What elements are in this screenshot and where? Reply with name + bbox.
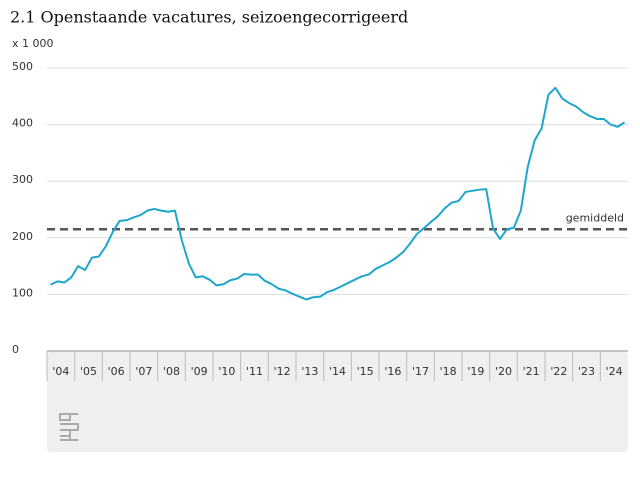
x-tick-label: '05 [80,365,97,378]
x-tick-label: '04 [52,365,69,378]
series-line [50,86,626,301]
average-label: gemiddeld [566,211,624,224]
x-tick-label: '09 [191,365,208,378]
unit-label: x 1 000 [12,37,54,50]
x-tick-label: '15 [357,365,374,378]
x-tick-label: '18 [440,365,457,378]
x-tick-label: '21 [523,365,540,378]
x-tick-label: '24 [606,365,623,378]
x-tick-label: '13 [301,365,318,378]
x-tick-label: '16 [384,365,401,378]
x-tick-label: '10 [218,365,235,378]
x-tick-label: '08 [163,365,180,378]
x-tick-label: '20 [495,365,512,378]
x-tick-label: '14 [329,365,346,378]
x-tick-label: '12 [274,365,291,378]
x-tick-label: '11 [246,365,263,378]
y-tick-label: 300 [12,173,33,186]
x-tick-label: '23 [578,365,595,378]
y-tick-label: 500 [12,60,33,73]
footer-band [47,352,628,452]
x-tick-label: '19 [467,365,484,378]
x-tick-label: '06 [108,365,125,378]
x-tick-label: '07 [135,365,152,378]
y-tick-label: 100 [12,286,33,299]
y-tick-label: 0 [12,343,19,356]
cbs-logo [59,413,79,441]
chart-title: 2.1 Openstaande vacatures, seizoengecorr… [10,8,408,27]
x-tick-label: '17 [412,365,429,378]
y-tick-label: 200 [12,230,33,243]
y-tick-label: 400 [12,117,33,130]
x-tick-label: '22 [550,365,567,378]
